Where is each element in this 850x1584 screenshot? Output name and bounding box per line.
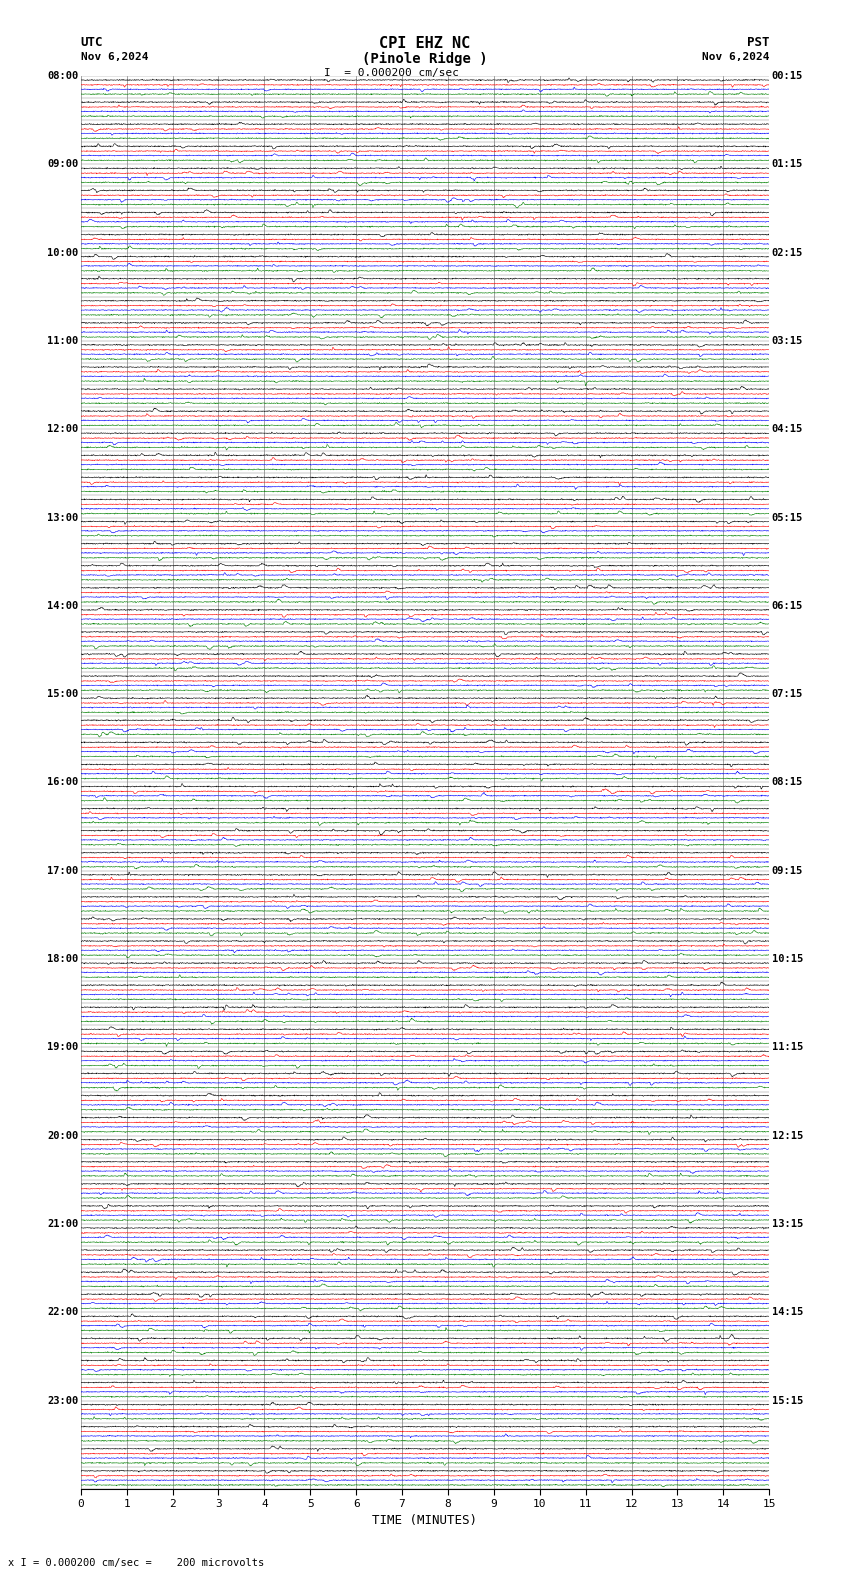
Text: CPI EHZ NC: CPI EHZ NC (379, 36, 471, 51)
Text: 15:15: 15:15 (772, 1396, 803, 1405)
Text: 13:15: 13:15 (772, 1220, 803, 1229)
Text: 19:00: 19:00 (47, 1042, 78, 1052)
Text: 12:15: 12:15 (772, 1131, 803, 1140)
Text: 08:15: 08:15 (772, 778, 803, 787)
Text: I  = 0.000200 cm/sec: I = 0.000200 cm/sec (324, 68, 458, 78)
Text: 03:15: 03:15 (772, 336, 803, 345)
Text: (Pinole Ridge ): (Pinole Ridge ) (362, 52, 488, 67)
Text: 12:00: 12:00 (47, 425, 78, 434)
Text: Nov 6,2024: Nov 6,2024 (702, 52, 769, 62)
Text: 06:15: 06:15 (772, 600, 803, 611)
Text: 14:15: 14:15 (772, 1307, 803, 1318)
Text: 21:00: 21:00 (47, 1220, 78, 1229)
Text: 02:15: 02:15 (772, 247, 803, 258)
Text: 10:00: 10:00 (47, 247, 78, 258)
Text: 11:15: 11:15 (772, 1042, 803, 1052)
Text: 16:00: 16:00 (47, 778, 78, 787)
Text: 05:15: 05:15 (772, 513, 803, 523)
Text: 09:15: 09:15 (772, 866, 803, 876)
Text: 17:00: 17:00 (47, 866, 78, 876)
Text: 10:15: 10:15 (772, 954, 803, 965)
Text: 00:15: 00:15 (772, 71, 803, 81)
Text: 13:00: 13:00 (47, 513, 78, 523)
Text: x I = 0.000200 cm/sec =    200 microvolts: x I = 0.000200 cm/sec = 200 microvolts (8, 1559, 264, 1568)
Text: 11:00: 11:00 (47, 336, 78, 345)
Text: 22:00: 22:00 (47, 1307, 78, 1318)
Text: 09:00: 09:00 (47, 160, 78, 169)
Text: 04:15: 04:15 (772, 425, 803, 434)
Text: 15:00: 15:00 (47, 689, 78, 699)
Text: UTC: UTC (81, 36, 103, 49)
Text: 14:00: 14:00 (47, 600, 78, 611)
Text: 23:00: 23:00 (47, 1396, 78, 1405)
X-axis label: TIME (MINUTES): TIME (MINUTES) (372, 1514, 478, 1527)
Text: 18:00: 18:00 (47, 954, 78, 965)
Text: 07:15: 07:15 (772, 689, 803, 699)
Text: 20:00: 20:00 (47, 1131, 78, 1140)
Text: Nov 6,2024: Nov 6,2024 (81, 52, 148, 62)
Text: 01:15: 01:15 (772, 160, 803, 169)
Text: PST: PST (747, 36, 769, 49)
Text: 08:00: 08:00 (47, 71, 78, 81)
